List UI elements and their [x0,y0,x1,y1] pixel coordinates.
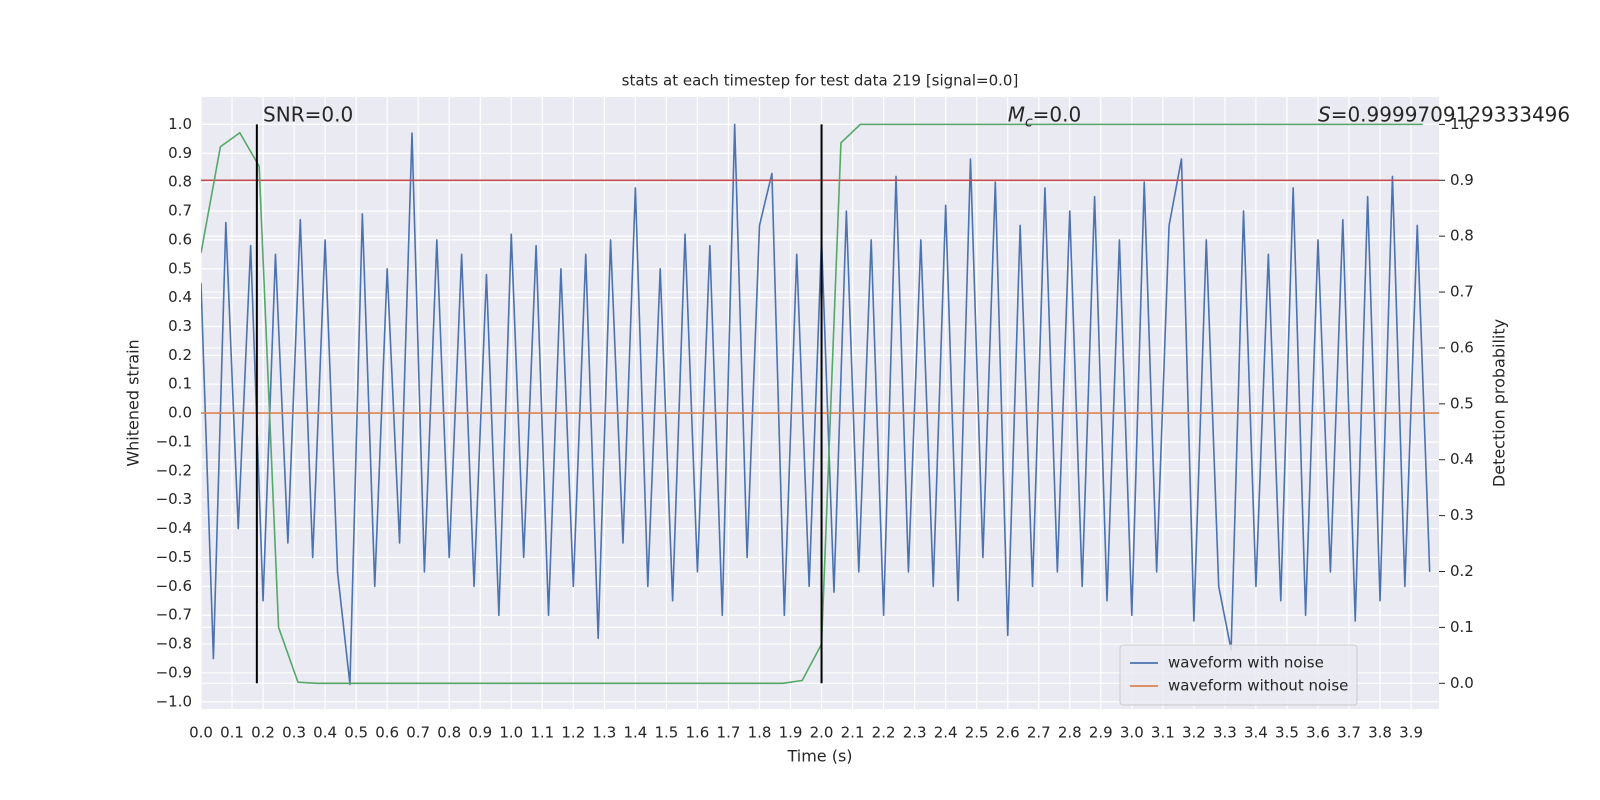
legend-label: waveform without noise [1168,677,1348,695]
x-tick-label: 0.5 [344,724,368,742]
y-tick-label: −0.4 [156,519,192,537]
y-tick-label: −0.2 [156,461,192,479]
x-tick-label: 3.2 [1182,724,1206,742]
x-tick-label: 2.2 [872,724,896,742]
y2-tick-label: 0.6 [1450,338,1474,356]
x-tick-label: 3.5 [1275,724,1299,742]
x-tick-label: 0.8 [437,724,461,742]
x-tick-label: 3.9 [1399,724,1423,742]
x-tick-label: 3.7 [1337,724,1361,742]
y2-tick-label: 0.7 [1450,283,1474,301]
x-tick-label: 2.1 [841,724,865,742]
x-axis-label: Time (s) [786,747,852,766]
y2-axis-label: Detection probability [1490,319,1509,487]
y2-tick-label: 0.5 [1450,394,1474,412]
y-tick-label: −1.0 [156,692,192,710]
y-tick-label: 0.5 [168,259,192,277]
x-tick-label: 2.3 [903,724,927,742]
y-tick-label: 1.0 [168,115,192,133]
x-tick-label: 1.5 [654,724,678,742]
annotation-text: =0.0 [1033,102,1082,126]
x-tick-label: 1.2 [561,724,585,742]
series-line [201,123,1423,685]
legend-label: waveform with noise [1168,654,1324,672]
chart-title: stats at each timestep for test data 219… [622,72,1019,90]
x-tick-label: 2.5 [965,724,989,742]
y-tick-label: −0.7 [156,606,192,624]
x-tick-label: 0.9 [468,724,492,742]
annotation: Mc=0.0 [1008,102,1082,130]
y-tick-label: −0.9 [156,663,192,681]
x-tick-label: 1.0 [499,724,523,742]
x-tick-label: 1.1 [530,724,554,742]
x-tick-label: 1.3 [592,724,616,742]
y-tick-label: 0.3 [168,317,192,335]
x-tick-label: 0.3 [282,724,306,742]
x-tick-label: 2.4 [934,724,958,742]
y2-tick-label: 0.1 [1450,618,1474,636]
annotation: SNR=0.0 [263,102,353,126]
plot-layer [201,123,1439,686]
x-tick-label: 2.8 [1058,724,1082,742]
y2-tick-label: 0.0 [1450,674,1474,692]
y-tick-label: 0.4 [168,288,192,306]
y-tick-label: −0.5 [156,548,192,566]
y-tick-label: 0.8 [168,173,192,191]
y-tick-label: 0.0 [168,404,192,422]
annotation-subscript: c [1025,114,1033,130]
x-tick-label: 2.7 [1027,724,1051,742]
x-tick-label: 3.0 [1120,724,1144,742]
y2-tick-label: 0.3 [1450,506,1474,524]
x-tick-label: 1.9 [779,724,803,742]
annotation-symbol: S [1318,102,1331,126]
x-tick-label: 0.7 [406,724,430,742]
y-tick-label: 0.1 [168,375,192,393]
y2-tick-label: 0.4 [1450,450,1474,468]
y-tick-label: −0.6 [156,577,192,595]
y-tick-label: 0.2 [168,346,192,364]
y-tick-label: −0.3 [156,490,192,508]
x-tick-label: 0.0 [189,724,213,742]
y-tick-label: 0.6 [168,230,192,248]
x-tick-label: 1.8 [748,724,772,742]
x-tick-label: 3.6 [1306,724,1330,742]
x-tick-label: 3.3 [1213,724,1237,742]
x-tick-label: 1.7 [717,724,741,742]
y-tick-label: 0.7 [168,202,192,220]
y-tick-label: −0.1 [156,432,192,450]
y2-tick-label: 0.8 [1450,227,1474,245]
x-tick-label: 0.6 [375,724,399,742]
x-tick-label: 3.1 [1151,724,1175,742]
annotation: S=0.9999709129333496 [1318,102,1570,126]
y-tick-label: 0.9 [168,144,192,162]
x-tick-label: 2.0 [810,724,834,742]
y2-tick-label: 0.9 [1450,171,1474,189]
x-tick-label: 3.4 [1244,724,1268,742]
y-axis-label: Whitened strain [124,339,143,466]
legend-box [1119,644,1358,706]
x-tick-label: 2.9 [1089,724,1113,742]
annotation-text: SNR=0.0 [263,102,353,126]
x-tick-label: 0.2 [251,724,275,742]
annotation-symbol: M [1008,102,1025,126]
x-tick-label: 1.6 [686,724,710,742]
y2-tick-label: 0.2 [1450,562,1474,580]
y-tick-label: −0.8 [156,635,192,653]
x-tick-label: 2.6 [996,724,1020,742]
annotation-text: =0.9999709129333496 [1331,102,1570,126]
x-tick-label: 0.4 [313,724,337,742]
y2-tick-label: 1.0 [1450,115,1474,133]
x-tick-label: 0.1 [220,724,244,742]
x-tick-label: 1.4 [623,724,647,742]
x-tick-label: 3.8 [1368,724,1392,742]
